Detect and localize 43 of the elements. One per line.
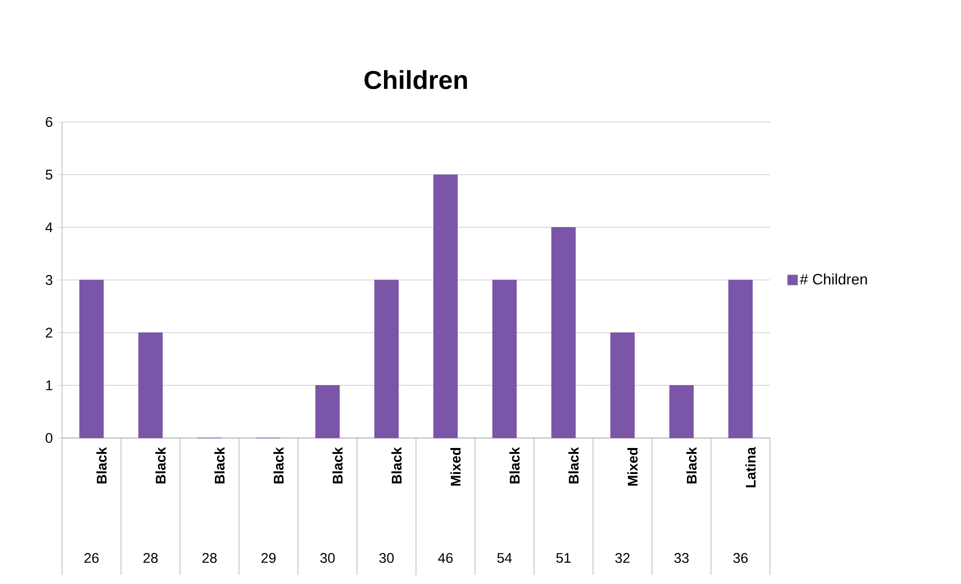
bar (728, 280, 753, 438)
bar (433, 174, 458, 438)
bar (610, 332, 635, 438)
x-tick-label: Black (332, 447, 343, 484)
x-tick-label: Black (155, 447, 166, 484)
y-tick-label: 1 (46, 380, 52, 390)
bar (79, 280, 104, 438)
x-tick-label: Black (391, 447, 402, 484)
text: 32 (615, 553, 630, 563)
y-tick-label: 3 (46, 275, 52, 285)
x-tick-label: Black (273, 447, 284, 484)
text: 28 (143, 553, 158, 563)
x-tick-label: Latina (745, 446, 756, 488)
x-tick-label: Mixed (450, 448, 461, 486)
y-tick-label: 4 (45, 222, 52, 232)
bar (669, 385, 694, 438)
bar (492, 280, 517, 438)
y-tick-label: 5 (46, 170, 52, 180)
text: 30 (320, 553, 335, 563)
text: 33 (674, 553, 689, 563)
text: 30 (379, 553, 394, 563)
text: 29 (261, 553, 276, 563)
text: 54 (497, 553, 512, 563)
bar (374, 280, 399, 438)
bar (315, 385, 340, 438)
x-tick-label: Black (509, 447, 520, 484)
x-tick-label: Mixed (627, 448, 638, 486)
y-tick-label: 2 (46, 328, 52, 338)
text: 36 (733, 553, 748, 563)
x-tick-label: Black (686, 447, 697, 484)
x-tick-label: Black (214, 447, 225, 484)
x-tick-label: Black (568, 447, 579, 484)
text: 51 (556, 553, 571, 563)
x-tick-label: Black (96, 447, 107, 484)
text: 26 (84, 553, 99, 563)
chart-title: Children (364, 70, 467, 90)
text: 28 (202, 553, 217, 563)
legend-label: # Children (800, 274, 867, 284)
text: 46 (438, 553, 453, 563)
y-tick-label: 6 (46, 117, 52, 127)
y-tick-label: 0 (46, 433, 52, 443)
bar (138, 332, 163, 438)
bar (551, 227, 576, 438)
